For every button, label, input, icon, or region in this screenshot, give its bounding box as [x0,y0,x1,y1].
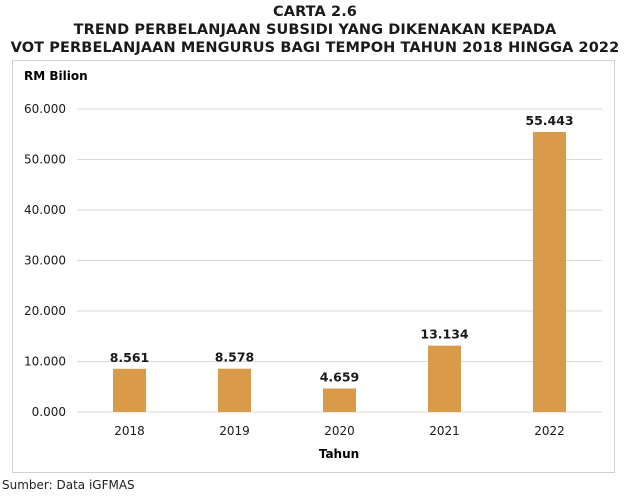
data-label: 8.561 [110,350,150,365]
x-axis-label: Tahun [319,447,359,461]
data-label: 4.659 [320,369,360,384]
bars [113,132,566,412]
y-tick-labels: 0.000 10.000 20.000 30.000 40.000 50.000 60.00… [24,102,66,419]
chart-number: CARTA 2.6 [273,4,357,20]
chart-title-block: CARTA 2.6 TREND PERBELANJAAN SUBSIDI YAN… [0,3,630,57]
x-tick-label: 2018 [114,424,145,438]
gridlines [77,108,602,413]
x-tick-labels: 2018 2019 2020 2021 2022 [114,424,565,438]
y-tick-label: 10.000 [24,355,66,369]
y-tick-label: 60.000 [24,102,66,116]
y-tick-label: 50.000 [24,153,66,167]
data-label: 55.443 [525,113,573,128]
chart-title-line-2: VOT PERBELANJAAN MENGURUS BAGI TEMPOH TA… [10,40,620,56]
y-axis-label: RM Bilion [24,69,88,83]
bar-2022 [533,132,566,412]
source-note: Sumber: Data iGFMAS [2,478,135,492]
chart-frame [12,60,615,473]
bar-2018 [113,368,146,412]
x-tick-label: 2022 [534,424,565,438]
data-label: 8.578 [215,350,255,365]
bar-2020 [323,388,356,412]
bar-2021 [428,345,461,412]
chart-title-line-1: TREND PERBELANJAAN SUBSIDI YANG DIKENAKA… [73,22,557,38]
x-tick-label: 2019 [219,424,250,438]
y-tick-label: 30.000 [24,254,66,268]
y-tick-label: 40.000 [24,203,66,217]
x-tick-label: 2021 [429,424,460,438]
y-tick-label: 20.000 [24,304,66,318]
data-labels: 8.561 8.578 4.659 13.134 55.443 [110,113,574,384]
x-tick-label: 2020 [324,424,355,438]
data-label: 13.134 [420,327,469,342]
bar-2019 [218,368,251,412]
y-tick-label: 0.000 [32,405,66,419]
